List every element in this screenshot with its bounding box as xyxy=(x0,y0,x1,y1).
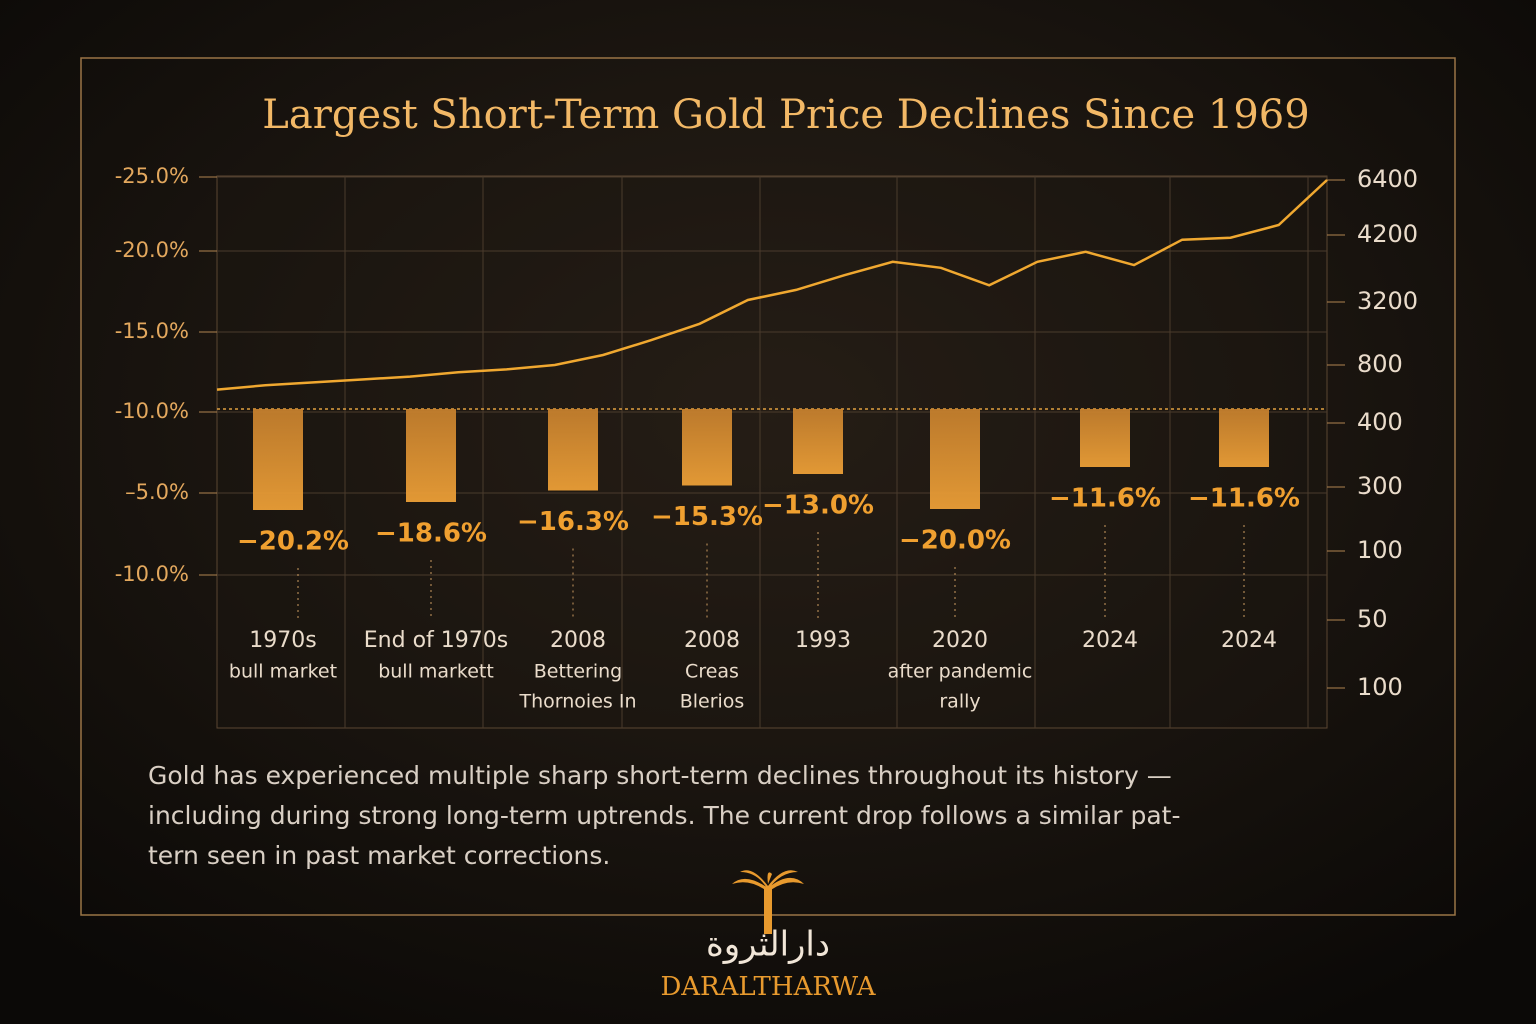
y-tick-label: -10.0% xyxy=(115,562,189,586)
y-tick-label: -20.0% xyxy=(115,238,189,262)
y-tick-label: -25.0% xyxy=(115,164,189,188)
value-label: −15.3% xyxy=(651,502,763,532)
palm-leaves xyxy=(732,870,804,892)
y2-tick-label: 100 xyxy=(1357,536,1403,564)
y2-tick-label: 800 xyxy=(1357,350,1403,378)
value-label: −13.0% xyxy=(762,491,874,521)
x-tick-label: 2008 xyxy=(550,628,606,653)
price-line xyxy=(216,179,1328,391)
y-tick-label: -15.0% xyxy=(115,319,189,343)
x-tick-label: 1993 xyxy=(795,628,851,653)
x-tick-label: End of 1970s xyxy=(364,628,508,653)
category-note: Thornoies In xyxy=(519,691,637,713)
bar xyxy=(930,409,980,509)
category-note: Bettering xyxy=(534,661,623,683)
plot-area xyxy=(216,175,1328,729)
plot: -25.0% -20.0% -15.0% -10.0% –5.0% -10.0% 6400 4… xyxy=(115,164,1418,729)
x-tick-label: 1970s xyxy=(249,628,316,653)
bar xyxy=(548,409,598,491)
value-label: −16.3% xyxy=(517,507,629,537)
chart-title: Largest Short-Term Gold Price Declines S… xyxy=(262,92,1309,138)
x-tick-label: 2024 xyxy=(1082,628,1138,653)
bar xyxy=(1219,409,1269,467)
bar xyxy=(682,409,732,486)
brand-latin: DARALTHARWA xyxy=(660,972,876,1002)
palm-trunk xyxy=(764,888,772,934)
category-note: Blerios xyxy=(680,691,745,713)
x-tick-label: 2020 xyxy=(932,628,988,653)
y2-tick-label: 400 xyxy=(1357,408,1403,436)
bar xyxy=(406,409,456,502)
value-label: −20.0% xyxy=(899,526,1011,556)
caption: Gold has experienced multiple sharp shor… xyxy=(148,761,1181,870)
caption-line: Gold has experienced multiple sharp shor… xyxy=(148,761,1172,790)
y2-tick-label: 4200 xyxy=(1357,220,1418,248)
bar xyxy=(1080,409,1130,467)
category-note: Creas xyxy=(685,661,739,683)
logo xyxy=(732,870,804,934)
y2-tick-label: 6400 xyxy=(1357,165,1418,193)
y2-tick-label: 100 xyxy=(1357,673,1403,701)
category-note: bull market xyxy=(229,661,337,683)
value-label: −11.6% xyxy=(1049,484,1161,514)
caption-line: tern seen in past market corrections. xyxy=(148,841,610,870)
caption-line: including during strong long-term uptren… xyxy=(148,801,1181,830)
x-tick-label: 2024 xyxy=(1221,628,1277,653)
category-note: rally xyxy=(939,691,980,713)
y2-tick-label: 50 xyxy=(1357,605,1388,633)
y2-tick-label: 3200 xyxy=(1357,287,1418,315)
category-note: bull markett xyxy=(378,661,494,683)
bar xyxy=(793,409,843,474)
value-label: −20.2% xyxy=(237,527,349,557)
value-label: −18.6% xyxy=(375,519,487,549)
category-note: after pandemic xyxy=(888,661,1033,683)
brand-arabic: دارالثروة xyxy=(706,925,830,965)
bar xyxy=(253,409,303,510)
x-tick-label: 2008 xyxy=(684,628,740,653)
y-tick-label: –5.0% xyxy=(125,480,189,504)
y-tick-label: -10.0% xyxy=(115,399,189,423)
y2-tick-label: 300 xyxy=(1357,472,1403,500)
value-label: −11.6% xyxy=(1188,484,1300,514)
